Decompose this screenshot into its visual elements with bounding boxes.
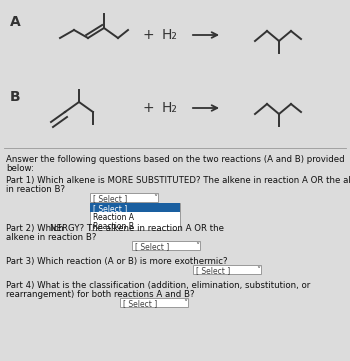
Text: +: + (142, 101, 154, 115)
Text: rearrangement) for both reactions A and B?: rearrangement) for both reactions A and … (6, 290, 195, 299)
Bar (132, 241, 200, 250)
Text: [ Select ]: [ Select ] (196, 266, 230, 275)
Bar (90, 203, 180, 230)
Text: below:: below: (6, 164, 34, 173)
Text: Part 3) Which reaction (A or B) is more exothermic?: Part 3) Which reaction (A or B) is more … (6, 257, 228, 266)
Text: Reaction B: Reaction B (93, 222, 134, 231)
Text: [ Select ]: [ Select ] (123, 299, 157, 308)
Text: [ Select ]: [ Select ] (93, 194, 127, 203)
Text: Answer the following questions based on the two reactions (A and B) provided: Answer the following questions based on … (6, 155, 345, 164)
Text: +: + (142, 28, 154, 42)
Bar (90, 193, 158, 202)
Text: NERGY? The alkene in reaction A OR the: NERGY? The alkene in reaction A OR the (50, 224, 224, 233)
Bar (120, 298, 188, 307)
Text: H₂: H₂ (162, 28, 178, 42)
Text: Part 1) Which alkene is MORE SUBSTITUTED? The alkene in reaction A OR the alkene: Part 1) Which alkene is MORE SUBSTITUTED… (6, 176, 350, 185)
Text: [ Select ]: [ Select ] (93, 204, 127, 213)
Text: Part 4) What is the classification (addition, elimination, substitution, or: Part 4) What is the classification (addi… (6, 281, 310, 290)
Text: B: B (10, 90, 21, 104)
Bar (90, 203, 180, 212)
Text: H₂: H₂ (162, 101, 178, 115)
Text: [ Select ]: [ Select ] (135, 242, 169, 251)
Text: Part 2) Which: Part 2) Which (6, 224, 64, 233)
Text: ˅: ˅ (183, 299, 187, 308)
Text: ˅: ˅ (153, 194, 157, 203)
Text: Reaction A: Reaction A (93, 213, 134, 222)
Bar (193, 265, 261, 274)
Text: alkene in reaction B?: alkene in reaction B? (6, 233, 96, 242)
Text: ˅: ˅ (195, 242, 199, 251)
Text: A: A (10, 15, 21, 29)
Text: ˅: ˅ (256, 266, 260, 275)
Text: in reaction B?: in reaction B? (6, 185, 65, 194)
